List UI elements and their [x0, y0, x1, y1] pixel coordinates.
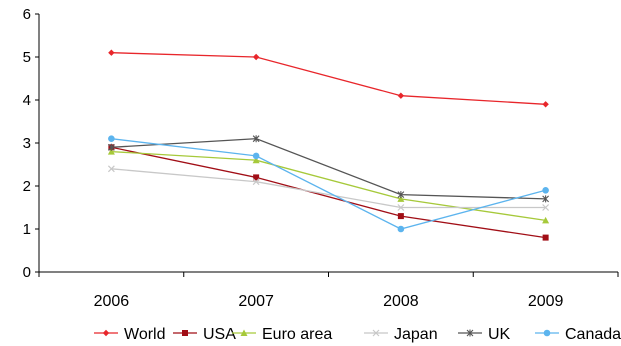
legend-item-uk: UK — [458, 326, 511, 343]
y-tick-label: 6 — [23, 6, 31, 23]
series-world — [108, 49, 549, 108]
data-point-usa — [397, 213, 404, 220]
legend-marker — [240, 329, 248, 336]
legend-label: Canada — [565, 326, 621, 343]
x-tick-label: 2006 — [94, 293, 130, 310]
legend-marker — [102, 329, 110, 337]
data-point-world — [542, 101, 549, 108]
x-axis: 2006 2007 2008 2009 — [38, 271, 619, 310]
series-line-uk — [111, 138, 546, 200]
legend-item-japan: Japan — [364, 326, 438, 343]
data-point-canada — [397, 225, 405, 233]
data-point-canada — [108, 135, 115, 142]
series-japan — [107, 165, 550, 211]
data-point-japan — [252, 178, 260, 186]
y-tick-label: 1 — [23, 221, 31, 238]
series-line-usa — [111, 146, 546, 239]
data-point-japan — [107, 165, 115, 173]
legend: World USA Euro area Japan UK Canada — [94, 326, 621, 343]
data-point-japan — [397, 204, 405, 211]
legend-marker — [466, 329, 474, 337]
data-point-euro-area — [252, 156, 260, 164]
series-line-japan — [111, 168, 546, 209]
series-uk — [107, 135, 550, 203]
data-point-canada — [542, 187, 549, 194]
legend-item-canada: Canada — [535, 326, 621, 343]
data-point-japan — [542, 204, 550, 211]
legend-item-world: World — [94, 326, 166, 343]
legend-marker — [372, 329, 380, 337]
data-point-canada — [252, 152, 260, 160]
y-tick-label: 5 — [23, 49, 31, 66]
data-point-uk — [252, 135, 260, 143]
data-point-world — [252, 53, 260, 61]
y-tick-label: 0 — [23, 264, 31, 281]
series-line-world — [111, 52, 546, 105]
data-point-world — [397, 92, 405, 99]
y-axis: 0 1 2 3 4 5 6 — [23, 6, 40, 281]
legend-label: World — [124, 326, 166, 343]
x-tick-label: 2009 — [528, 293, 564, 310]
series-line-canada — [111, 138, 546, 230]
data-point-world — [108, 49, 115, 56]
legend-label: Euro area — [262, 326, 332, 343]
data-point-usa — [253, 174, 260, 181]
data-point-usa — [542, 234, 549, 241]
data-point-uk — [397, 191, 405, 199]
series-layer — [107, 49, 550, 241]
y-tick-label: 4 — [23, 92, 31, 109]
x-tick-label: 2008 — [383, 293, 419, 310]
data-point-uk — [542, 195, 550, 203]
x-tick-label: 2007 — [238, 293, 274, 310]
y-tick-label: 2 — [23, 178, 31, 195]
data-point-uk — [107, 143, 115, 151]
legend-item-euro-area: Euro area — [232, 326, 332, 343]
legend-item-usa: USA — [173, 326, 236, 343]
data-point-euro-area — [397, 195, 405, 202]
legend-label: UK — [488, 326, 511, 343]
y-tick-label: 3 — [23, 135, 31, 152]
legend-label: Japan — [394, 326, 438, 343]
data-point-euro-area — [542, 216, 550, 224]
series-canada — [108, 135, 549, 233]
legend-marker — [182, 330, 188, 336]
data-point-euro-area — [107, 148, 115, 155]
legend-marker — [543, 329, 551, 337]
series-line-euro-area — [111, 150, 546, 222]
series-euro-area — [107, 148, 550, 224]
legend-label: USA — [203, 326, 236, 343]
